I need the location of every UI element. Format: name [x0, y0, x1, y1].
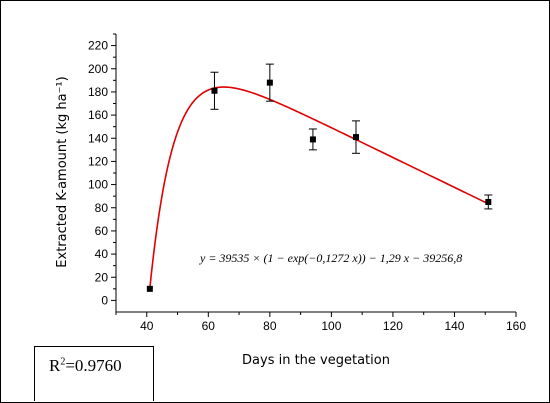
x-tick-label: 80 — [263, 319, 277, 333]
x-tick-label: 100 — [321, 319, 341, 333]
fit-curve — [149, 86, 489, 289]
r-squared-box: R2=0.9760 — [34, 346, 154, 401]
x-tick-label: 40 — [140, 319, 154, 333]
data-point — [266, 79, 273, 86]
data-point — [211, 87, 218, 94]
y-tick-label: 40 — [95, 247, 109, 261]
y-tick-label: 80 — [95, 201, 109, 215]
x-axis-label: Days in the vegetation — [242, 353, 390, 368]
data-point — [353, 134, 359, 141]
data-points-layer — [146, 63, 493, 292]
y-tick-label: 160 — [88, 108, 108, 122]
y-tick-label: 20 — [95, 270, 109, 284]
data-point — [485, 198, 492, 205]
y-tick-label: 120 — [88, 154, 108, 168]
axes: 40 60 80 100 120 140 160 0 20 40 60 80 100 120 140 160 1… — [88, 33, 526, 333]
y-tick-label: 60 — [95, 224, 109, 238]
y-tick-label: 220 — [88, 39, 108, 53]
y-tick-label: 100 — [88, 178, 108, 192]
y-tick-label: 180 — [88, 85, 108, 99]
x-tick-label: 160 — [506, 319, 526, 333]
y-tick-label: 200 — [88, 62, 108, 76]
x-tick-label: 60 — [202, 319, 216, 333]
y-tick-label: 0 — [101, 293, 108, 307]
x-tick-label: 140 — [444, 319, 464, 333]
y-axis-label: Extracted K-amount (kg ha⁻¹) — [55, 76, 70, 267]
y-tick-label: 140 — [88, 131, 108, 145]
r-squared-label: R2=0.9760 — [49, 356, 122, 375]
data-point — [309, 136, 316, 143]
x-tick-label: 120 — [383, 319, 403, 333]
data-point — [146, 285, 153, 292]
fit-curve-layer — [149, 86, 489, 289]
fit-equation: y = 39535 × (1 − exp(−0,1272 x)) − 1,29 … — [199, 251, 462, 265]
